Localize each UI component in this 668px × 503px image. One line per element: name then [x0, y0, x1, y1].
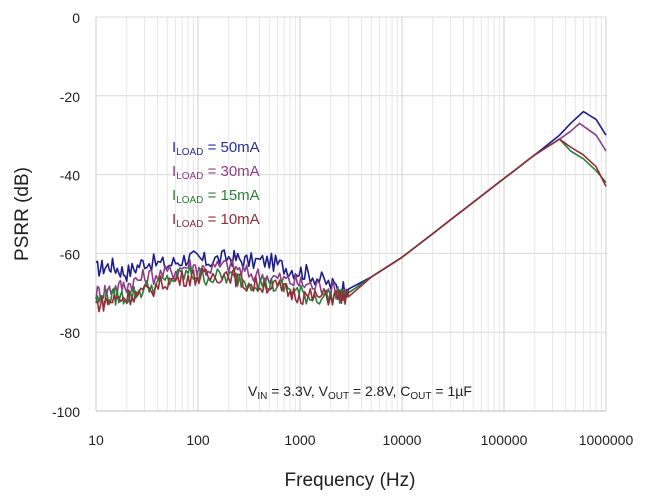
series-lines [95, 110, 607, 313]
legend-entry: ILOAD = 30mA [172, 163, 260, 182]
legend-entry-value: = 50mA [203, 139, 259, 156]
legend-entry-prefix: I [172, 211, 176, 228]
legend-entry-prefix: I [172, 163, 176, 180]
x-tick-label: 1000000 [579, 432, 634, 448]
y-tick-label: 0 [72, 10, 80, 26]
legend-entry-value: = 10mA [203, 211, 259, 228]
y-tick-label: -40 [60, 168, 80, 184]
annotation-segment: = 2.8V, C [349, 383, 410, 399]
legend-entry-subscript: LOAD [176, 219, 203, 230]
y-axis-title: PSRR (dB) [12, 167, 33, 261]
x-axis-title: Frequency (Hz) [285, 470, 416, 491]
annotation-subscript: OUT [410, 391, 431, 402]
annotation-subscript: IN [257, 391, 267, 402]
legend-entry: ILOAD = 15mA [172, 187, 260, 206]
y-tick-label: -80 [60, 325, 80, 341]
condition-annotation: VIN = 3.3V, VOUT = 2.8V, COUT = 1µF [248, 383, 472, 402]
y-tick-label: -20 [60, 89, 80, 105]
annotation-segment: V [248, 383, 258, 399]
y-tick-label: -60 [60, 246, 80, 262]
legend-entry: ILOAD = 50mA [172, 139, 260, 158]
legend-entry-subscript: LOAD [176, 147, 203, 158]
x-tick-label: 100 [186, 432, 210, 448]
annotation-segment: = 1µF [432, 383, 472, 399]
legend-entry-value: = 30mA [203, 163, 259, 180]
legend-entry-subscript: LOAD [176, 171, 203, 182]
x-tick-label: 1000 [284, 432, 315, 448]
annotation-subscript: OUT [328, 391, 349, 402]
x-tick-label: 10000 [383, 432, 422, 448]
legend-entry-prefix: I [172, 139, 176, 156]
y-tick-label: -100 [52, 404, 80, 420]
legend-entry: ILOAD = 10mA [172, 211, 260, 230]
annotation-segment: = 3.3V, V [267, 383, 328, 399]
series-line [95, 138, 607, 313]
legend-entry-prefix: I [172, 187, 176, 204]
x-tick-label: 100000 [481, 432, 528, 448]
legend-entry-subscript: LOAD [176, 195, 203, 206]
x-tick-label: 10 [88, 432, 104, 448]
legend-entry-value: = 15mA [203, 187, 259, 204]
axes: 0 -20 -40 -60 -80 -100 10 100 1000 10000 100000 100… [52, 10, 633, 448]
annotation-text: VIN = 3.3V, VOUT = 2.8V, COUT = 1µF [248, 383, 472, 402]
